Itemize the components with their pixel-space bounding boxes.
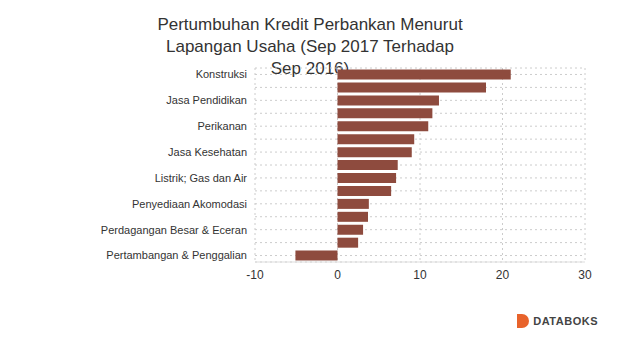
svg-text:-10: -10 — [246, 268, 264, 282]
svg-text:Konstruksi: Konstruksi — [196, 68, 247, 80]
svg-text:0: 0 — [334, 268, 341, 282]
svg-text:20: 20 — [496, 268, 510, 282]
svg-text:Pertambangan & Penggalian: Pertambangan & Penggalian — [106, 249, 247, 261]
svg-text:Perikanan: Perikanan — [197, 120, 247, 132]
svg-text:30: 30 — [578, 268, 592, 282]
svg-text:10: 10 — [413, 268, 427, 282]
svg-text:Jasa Pendidikan: Jasa Pendidikan — [166, 94, 247, 106]
svg-text:Jasa Kesehatan: Jasa Kesehatan — [168, 146, 247, 158]
svg-text:Listrik; Gas dan Air: Listrik; Gas dan Air — [155, 172, 248, 184]
svg-text:Penyediaan Akomodasi: Penyediaan Akomodasi — [132, 198, 247, 210]
svg-text:Perdagangan Besar & Eceran: Perdagangan Besar & Eceran — [101, 224, 247, 236]
